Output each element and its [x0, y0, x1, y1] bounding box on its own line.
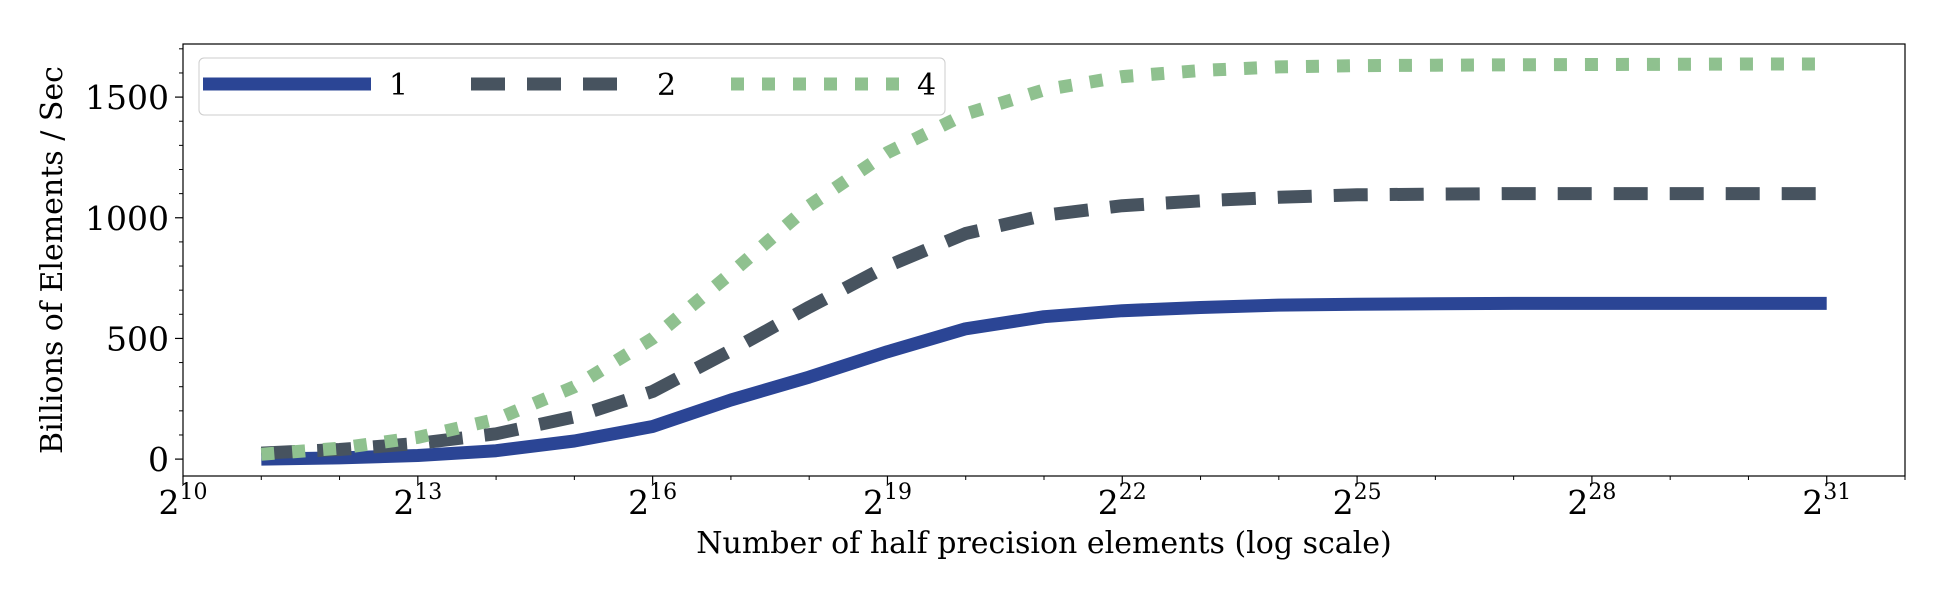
y-tick-label: 1500 — [85, 78, 169, 117]
x-tick-label: 222 — [1098, 480, 1147, 522]
x-tick-label: 219 — [863, 480, 912, 522]
x-tick-label: 228 — [1567, 480, 1616, 522]
series-line-1 — [261, 296, 1827, 466]
x-tick-label: 231 — [1802, 480, 1851, 522]
legend-label-1: 1 — [389, 68, 408, 103]
legend-items: 1 2 4 — [203, 68, 936, 103]
x-tick-label: 216 — [628, 480, 677, 522]
series-line-4 — [260, 57, 1827, 461]
legend: 1 2 4 — [198, 57, 946, 116]
x-tick-label: 225 — [1333, 480, 1382, 522]
series-line-2 — [261, 187, 1827, 460]
y-tick-label: 500 — [106, 319, 169, 358]
x-tick-label: 213 — [393, 480, 442, 522]
legend-label-2: 2 — [657, 68, 676, 103]
y-tick-label: 1000 — [85, 199, 169, 238]
legend-label-4: 4 — [917, 68, 936, 103]
series-layer — [260, 57, 1827, 466]
axes-layer: 210 213 216 219 222 225 228 231 0 500 1000 1500 — [85, 48, 1906, 522]
y-tick-label: 0 — [148, 440, 169, 479]
legend-frame — [198, 57, 946, 116]
y-axis-label: Billions of Elements / Sec — [35, 66, 70, 454]
x-tick-label: 210 — [159, 480, 208, 522]
x-axis-label: Number of half precision elements (log s… — [696, 526, 1391, 561]
